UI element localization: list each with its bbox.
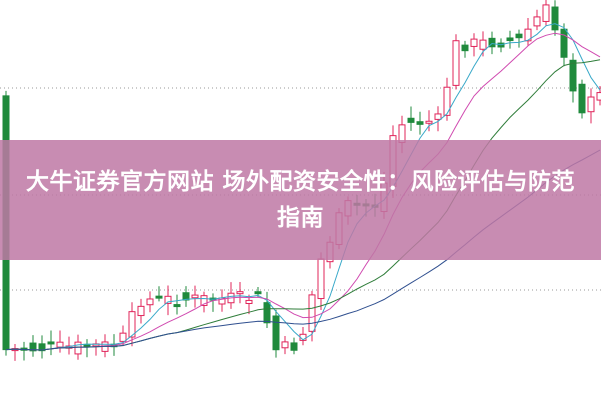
candle-down [515, 33, 523, 39]
candle-up [524, 28, 532, 42]
candle-down [488, 37, 496, 48]
candle-up [236, 291, 244, 295]
candle-up [56, 341, 64, 348]
candle-down [47, 341, 55, 345]
candle-down [272, 315, 280, 351]
candle-up [443, 86, 451, 116]
candle-down [254, 291, 262, 295]
candle-down [569, 59, 577, 92]
candle-up [479, 39, 487, 50]
article-title: 大牛证券官方网站 场外配资安全性：风险评估与防范指南 [25, 169, 575, 231]
candle-up [191, 294, 199, 299]
candle-down [551, 6, 559, 31]
candle-down [173, 304, 181, 308]
candle-up [245, 299, 253, 305]
candle-up [74, 341, 82, 355]
candle-up [587, 96, 595, 113]
ma10-line [5, 32, 601, 351]
ma5-line [5, 23, 601, 351]
candle-down [29, 342, 37, 352]
candle-up [317, 258, 325, 300]
candle-up [542, 4, 550, 22]
candle-down [407, 117, 415, 123]
candle-up [452, 40, 460, 86]
candle-up [146, 298, 154, 306]
candle-up [596, 92, 601, 101]
candle-up [164, 295, 172, 304]
candle-up [137, 305, 145, 317]
candle-down [38, 343, 46, 352]
candle-up [533, 16, 541, 27]
candle-up [119, 332, 127, 342]
candle-down [416, 121, 424, 125]
candle-up [308, 294, 316, 332]
candle-down [560, 28, 568, 58]
candle-down [182, 292, 190, 301]
candle-down [155, 295, 163, 299]
candle-up [200, 295, 208, 306]
candle-down [461, 44, 469, 52]
candle-up [425, 120, 433, 124]
candle-down [263, 302, 271, 324]
candle-up [470, 38, 478, 47]
candle-down [290, 342, 298, 351]
candle-up [128, 311, 136, 338]
candle-up [281, 341, 289, 349]
candle-down [578, 83, 586, 114]
title-banner: 大牛证券官方网站 场外配资安全性：风险评估与防范指南 [0, 140, 601, 260]
candle-down [506, 37, 514, 42]
candle-up [434, 113, 442, 120]
